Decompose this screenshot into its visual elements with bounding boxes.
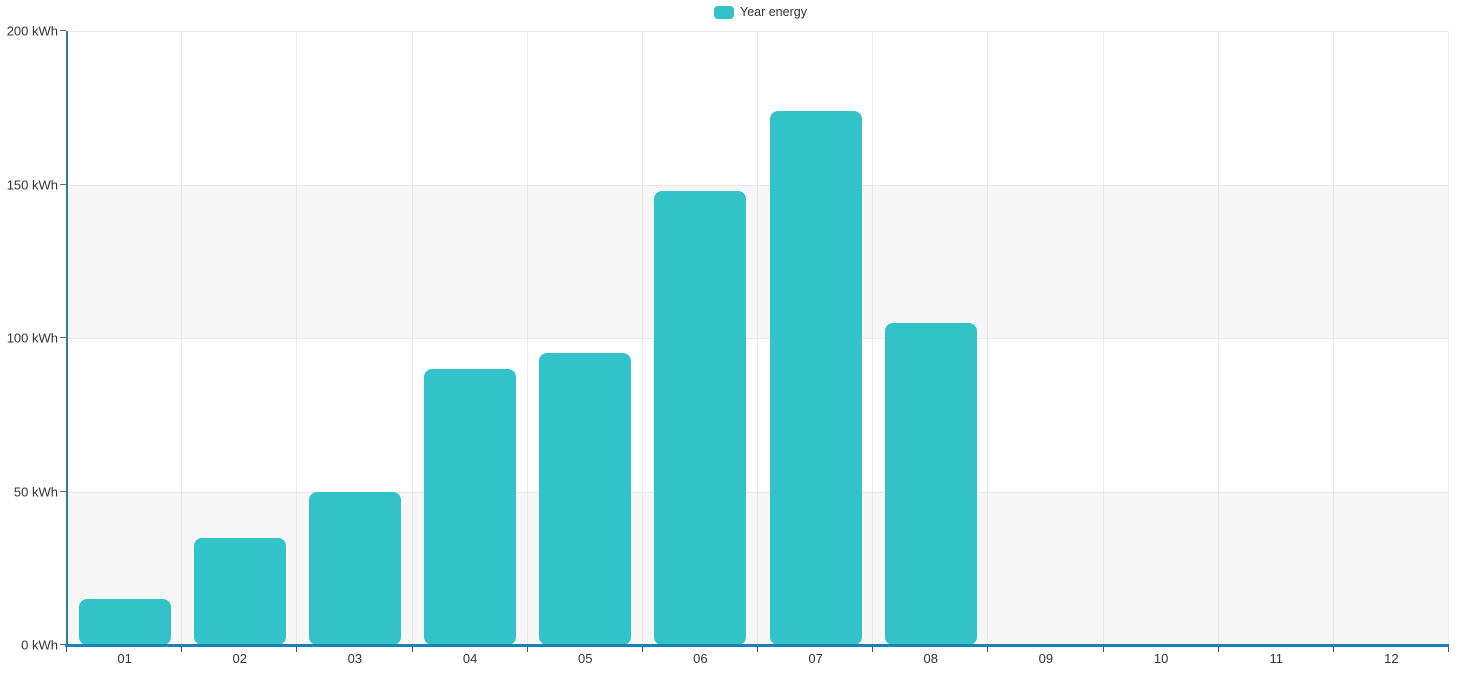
- bar-02[interactable]: [193, 537, 286, 645]
- vertical-gridline: [872, 31, 874, 645]
- y-axis-tick: [60, 644, 66, 645]
- x-axis-tick: [296, 647, 298, 652]
- y-axis-tick: [60, 490, 66, 492]
- vertical-gridline: [181, 31, 183, 645]
- x-axis-label-12: 12: [1384, 651, 1399, 666]
- y-axis-label: 200 kWh: [6, 23, 58, 39]
- horizontal-gridline: [67, 491, 1449, 493]
- legend-item-year-energy[interactable]: Year energy: [714, 3, 807, 21]
- plot-area: [67, 31, 1449, 645]
- vertical-gridline: [987, 31, 989, 645]
- x-axis-label-08: 08: [923, 651, 938, 666]
- y-axis-label: 0 kWh: [21, 637, 58, 653]
- x-axis-tick: [411, 647, 413, 652]
- x-axis-tick: [872, 647, 874, 652]
- x-axis-label-04: 04: [462, 651, 478, 666]
- x-axis-label-09: 09: [1038, 651, 1054, 666]
- vertical-gridline: [641, 31, 643, 645]
- legend-label: Year energy: [740, 5, 807, 19]
- x-axis-label-11: 11: [1269, 651, 1283, 666]
- horizontal-gridline: [67, 184, 1449, 186]
- x-axis-label-06: 06: [693, 651, 708, 666]
- x-axis-line: [65, 644, 1449, 647]
- y-axis-label: 150 kWh: [6, 177, 58, 192]
- split-area-band: [67, 31, 1449, 185]
- vertical-gridline: [1332, 31, 1334, 645]
- split-area-band: [67, 338, 1449, 492]
- y-axis-tick: [60, 30, 66, 31]
- x-axis-label-02: 02: [232, 651, 247, 666]
- x-axis-tick: [641, 647, 643, 652]
- x-axis-tick: [1217, 647, 1219, 652]
- x-axis-ticks: [66, 647, 1449, 653]
- bar-07[interactable]: [769, 110, 862, 645]
- y-axis-ticks: [60, 30, 66, 645]
- x-axis-tick: [1102, 647, 1104, 652]
- x-axis-tick: [987, 647, 989, 652]
- x-axis-label-05: 05: [578, 651, 593, 666]
- x-axis-tick: [1448, 647, 1449, 652]
- vertical-gridline: [296, 31, 298, 645]
- x-axis-label-03: 03: [347, 651, 363, 666]
- y-axis-tick: [60, 337, 66, 338]
- y-axis-tick: [60, 183, 66, 185]
- vertical-gridline: [411, 31, 413, 645]
- split-area-band: [67, 491, 1449, 645]
- vertical-gridline: [1102, 31, 1104, 645]
- bar-04[interactable]: [424, 368, 517, 645]
- x-axis-label-10: 10: [1153, 651, 1169, 666]
- x-axis-label-07: 07: [808, 651, 823, 666]
- x-axis-tick: [181, 647, 183, 652]
- y-axis-line: [66, 31, 68, 645]
- bar-08[interactable]: [884, 322, 977, 645]
- vertical-gridline: [1217, 31, 1219, 645]
- horizontal-gridline: [67, 338, 1449, 339]
- y-axis-label: 100 kWh: [6, 330, 58, 346]
- split-area-band: [67, 184, 1449, 338]
- bar-05[interactable]: [539, 353, 632, 645]
- bar-03[interactable]: [308, 491, 401, 645]
- vertical-gridline: [757, 31, 758, 645]
- x-axis-tick: [526, 647, 528, 652]
- bar-01[interactable]: [78, 598, 171, 645]
- legend-swatch-icon: [714, 5, 734, 19]
- bar-06[interactable]: [654, 190, 747, 645]
- x-axis-labels: 01 02 03 04 05 06 07 08 09 10 11 12: [67, 651, 1449, 669]
- y-axis-labels: 200 kWh 150 kWh 100 kWh 50 kWh 0 kWh: [0, 24, 60, 653]
- x-axis-tick: [66, 647, 67, 652]
- x-axis-label-01: 01: [117, 651, 132, 666]
- x-axis-tick: [1332, 647, 1334, 652]
- x-axis-tick: [757, 647, 758, 652]
- vertical-gridline: [526, 31, 528, 645]
- y-axis-label: 50 kWh: [13, 484, 58, 499]
- vertical-gridline: [1448, 31, 1449, 645]
- horizontal-gridline: [67, 31, 1449, 32]
